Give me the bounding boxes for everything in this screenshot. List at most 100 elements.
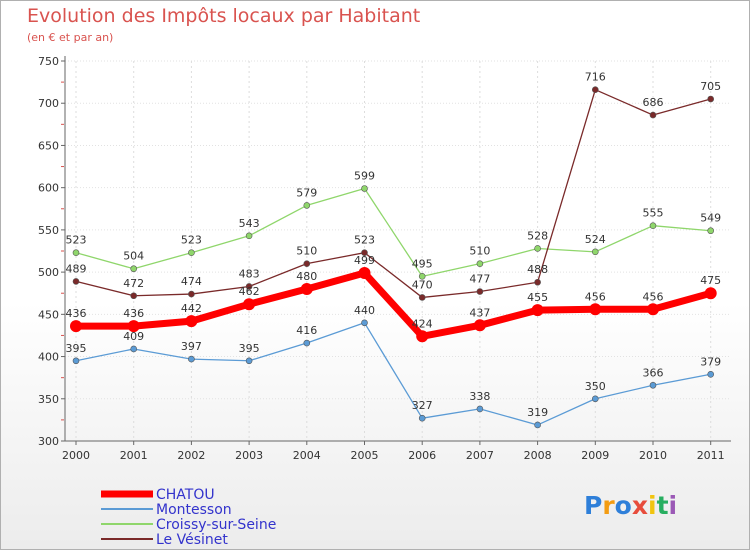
data-point: [361, 249, 368, 256]
data-point: [361, 319, 368, 327]
y-tick-label: 650: [38, 139, 59, 152]
data-label: 474: [181, 275, 202, 288]
x-tick-label: 2004: [293, 449, 321, 462]
data-point: [303, 339, 311, 347]
data-label: 395: [239, 342, 260, 355]
legend-label: CHATOU: [156, 487, 215, 503]
data-point: [473, 319, 486, 332]
x-tick-label: 2003: [235, 449, 263, 462]
data-label: 409: [123, 330, 144, 343]
data-label: 350: [585, 380, 606, 393]
data-point: [72, 357, 80, 365]
data-label: 436: [66, 307, 87, 320]
logo-letter: r: [602, 491, 615, 520]
data-point: [534, 245, 541, 252]
data-point: [127, 320, 140, 333]
data-point: [72, 249, 80, 256]
data-label: 504: [123, 250, 144, 263]
y-tick-label: 450: [38, 308, 59, 321]
data-point: [300, 283, 313, 295]
data-point: [130, 345, 137, 353]
data-label: 456: [643, 290, 664, 303]
data-point: [70, 320, 82, 333]
x-tick-label: 2009: [581, 449, 609, 462]
data-label: 397: [181, 340, 202, 353]
data-label: 523: [354, 234, 375, 247]
data-label: 319: [527, 406, 548, 419]
data-label: 437: [469, 306, 490, 319]
x-tick-label: 2008: [524, 449, 552, 462]
logo-letter: o: [614, 491, 632, 520]
data-point: [476, 260, 484, 267]
data-label: 395: [66, 342, 87, 355]
data-label: 495: [412, 257, 433, 270]
data-point: [245, 283, 253, 290]
y-tick-label: 550: [38, 224, 59, 237]
data-label: 510: [296, 245, 317, 258]
data-label: 523: [181, 234, 202, 247]
data-label: 716: [585, 71, 606, 84]
data-point: [476, 405, 484, 413]
data-label: 549: [700, 212, 721, 225]
data-point: [707, 370, 715, 378]
series-line-chatou: [76, 269, 712, 340]
legend-label: Croissy-sur-Seine: [156, 517, 276, 533]
data-label: 470: [412, 278, 433, 291]
logo-letter: t: [656, 491, 669, 520]
data-point: [476, 288, 484, 295]
data-label: 456: [585, 290, 606, 303]
data-label: 579: [296, 186, 317, 199]
data-point: [358, 266, 371, 279]
data-label: 442: [181, 302, 202, 315]
x-tick-label: 2007: [466, 449, 494, 462]
legend-label: Montesson: [156, 502, 232, 518]
series-line-croissy-sur-seine: [75, 187, 711, 277]
data-point: [534, 421, 541, 429]
data-point: [188, 290, 195, 298]
data-point: [649, 111, 657, 119]
data-label: 489: [66, 262, 87, 275]
data-label: 455: [527, 291, 548, 304]
data-point: [707, 95, 715, 103]
data-label: 462: [239, 285, 260, 298]
data-point: [649, 381, 657, 389]
x-tick-label: 2001: [120, 449, 148, 462]
data-label: 528: [527, 229, 548, 242]
y-tick-label: 750: [38, 55, 59, 68]
data-label: 543: [239, 217, 260, 230]
data-point: [704, 287, 717, 300]
data-label: 555: [643, 207, 664, 220]
x-tick-label: 2005: [351, 449, 379, 462]
data-label: 379: [700, 355, 721, 368]
y-tick-label: 300: [38, 435, 59, 448]
data-point: [416, 330, 429, 343]
data-point: [130, 292, 137, 300]
logo-letter: P: [584, 491, 603, 520]
data-label: 523: [66, 234, 87, 247]
data-label: 424: [412, 317, 433, 330]
y-tick-label: 350: [38, 393, 59, 406]
data-point: [418, 294, 426, 301]
data-label: 416: [296, 324, 317, 337]
data-label: 480: [296, 270, 317, 283]
data-point: [303, 260, 311, 267]
legend-label: Le Vésinet: [156, 532, 228, 548]
y-tick-label: 600: [38, 182, 59, 195]
data-point: [361, 185, 368, 192]
data-label: 366: [643, 366, 664, 379]
data-label: 440: [354, 304, 375, 317]
data-label: 475: [700, 274, 721, 287]
data-point: [303, 202, 311, 209]
data-point: [531, 304, 544, 317]
data-point: [649, 222, 657, 229]
x-tick-label: 2002: [177, 449, 205, 462]
data-point: [589, 303, 602, 316]
data-point: [245, 232, 253, 240]
data-label: 599: [354, 170, 375, 183]
data-point: [72, 278, 80, 285]
data-point: [188, 355, 195, 363]
data-label: 488: [527, 263, 548, 276]
data-label: 705: [700, 80, 721, 93]
